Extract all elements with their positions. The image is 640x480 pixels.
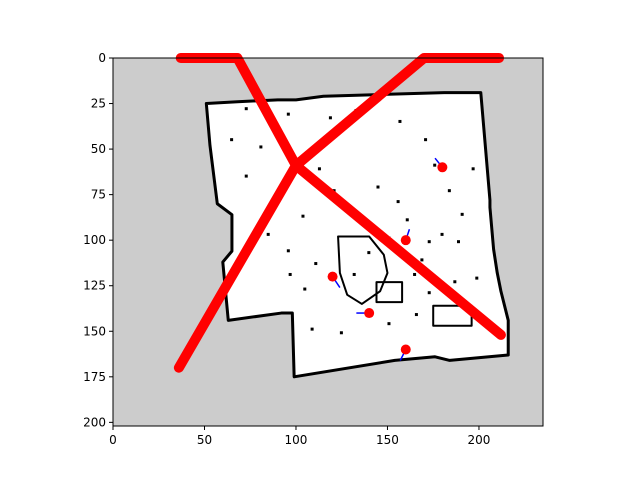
obstacle-speck-16: [367, 251, 371, 255]
obstacle-speck-14: [413, 272, 417, 276]
obstacle-speck-17: [352, 272, 356, 276]
obstacle-speck-13: [420, 258, 424, 262]
obstacle-speck-2: [286, 112, 290, 116]
obstacle-speck-3: [328, 116, 332, 120]
obstacle-speck-6: [424, 138, 428, 142]
inner-box: [375, 281, 404, 304]
particle-point-3: [364, 308, 375, 319]
y-tick-label: 175: [83, 370, 106, 384]
obstacle-speck-30: [414, 313, 418, 317]
obstacle-speck-24: [396, 200, 400, 204]
obstacle-speck-8: [447, 189, 451, 193]
obstacle-speck-21: [317, 167, 321, 171]
obstacle-speck-37: [244, 174, 248, 178]
y-tick-label: 0: [98, 51, 106, 65]
obstacle-speck-27: [475, 276, 479, 280]
obstacle-speck-10: [457, 240, 460, 244]
axes-frame: [112, 57, 544, 427]
obstacle-speck-12: [440, 232, 444, 236]
particle-point-0: [437, 162, 448, 173]
obstacle-speck-38: [230, 138, 234, 142]
x-tick-label: 200: [468, 433, 491, 447]
obstacle-speck-7: [433, 163, 437, 167]
x-axis: 0 50 100 150 200: [109, 426, 490, 447]
x-tick-label: 100: [285, 433, 308, 447]
y-tick-label: 125: [83, 279, 106, 293]
obstacle-speck-19: [286, 249, 290, 253]
y-tick-label: 200: [83, 415, 106, 429]
obstacle-speck-29: [427, 291, 431, 295]
obstacle-speck-11: [427, 240, 431, 244]
y-tick-label: 150: [83, 324, 106, 338]
y-tick-label: 100: [83, 233, 106, 247]
y-tick-label: 50: [91, 142, 106, 156]
particle-point-1: [400, 235, 411, 246]
obstacle-speck-32: [339, 331, 343, 335]
inner-room: [337, 235, 389, 305]
occupancy-map: [204, 91, 510, 379]
y-tick-label: 75: [91, 188, 106, 202]
particle-point-4: [400, 344, 411, 355]
obstacle-speck-20: [301, 214, 305, 218]
x-tick-label: 150: [376, 433, 399, 447]
obstacle-speck-18: [314, 262, 318, 266]
obstacle-speck-34: [303, 287, 307, 291]
obstacle-speck-35: [288, 272, 292, 276]
particle-layer: [327, 157, 448, 361]
obstacle-speck-33: [310, 327, 314, 331]
obstacle-speck-23: [376, 185, 380, 189]
obstacle-speck-0: [244, 107, 248, 111]
obstacle-speck-26: [471, 167, 475, 171]
obstacle-speck-5: [398, 119, 402, 123]
obstacle-speck-36: [266, 232, 270, 236]
obstacle-speck-25: [405, 218, 409, 222]
y-axis: 0 25 50 75 100 125 150 175 200: [83, 51, 113, 429]
obstacle-speck-39: [259, 145, 263, 149]
y-tick-label: 25: [91, 97, 106, 111]
x-tick-label: 50: [197, 433, 212, 447]
particle-point-2: [327, 271, 338, 282]
obstacle-speck-28: [453, 280, 457, 284]
obstacle-speck-31: [387, 322, 391, 326]
obstacle-speck-9: [460, 212, 464, 216]
x-tick-label: 0: [109, 433, 117, 447]
